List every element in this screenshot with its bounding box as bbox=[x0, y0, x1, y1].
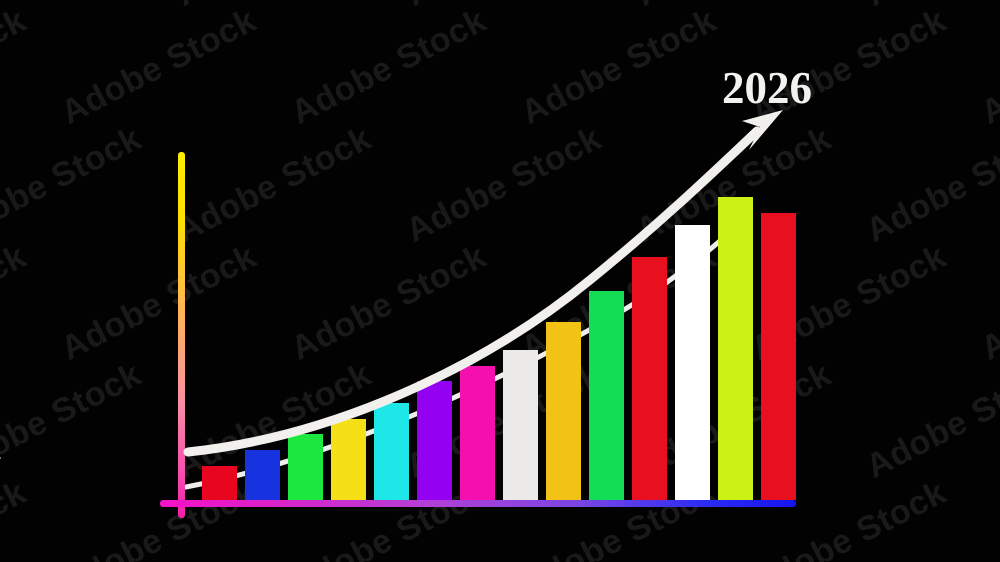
bar-cyan-5 bbox=[374, 403, 409, 500]
bar-magenta-7 bbox=[460, 366, 495, 500]
bar-light-gray-8 bbox=[503, 350, 538, 500]
x-axis bbox=[160, 500, 796, 507]
bar-red-14 bbox=[761, 213, 796, 500]
bar-gold-9 bbox=[546, 322, 581, 500]
bar-chartreuse-13 bbox=[718, 197, 753, 500]
bar-purple-6 bbox=[417, 381, 452, 500]
bar-red-1 bbox=[202, 466, 237, 500]
bar-green-10 bbox=[589, 291, 624, 500]
bar-blue-2 bbox=[245, 450, 280, 500]
bar-yellow-4 bbox=[331, 419, 366, 500]
bar-green-3 bbox=[288, 434, 323, 500]
stock-credit-line: Adobe Stock | #1775359595 bbox=[0, 354, 2, 554]
bar-red-11 bbox=[632, 257, 667, 500]
bar-white-12 bbox=[675, 225, 710, 500]
y-axis bbox=[178, 152, 185, 518]
year-label: 2026 bbox=[722, 63, 812, 113]
